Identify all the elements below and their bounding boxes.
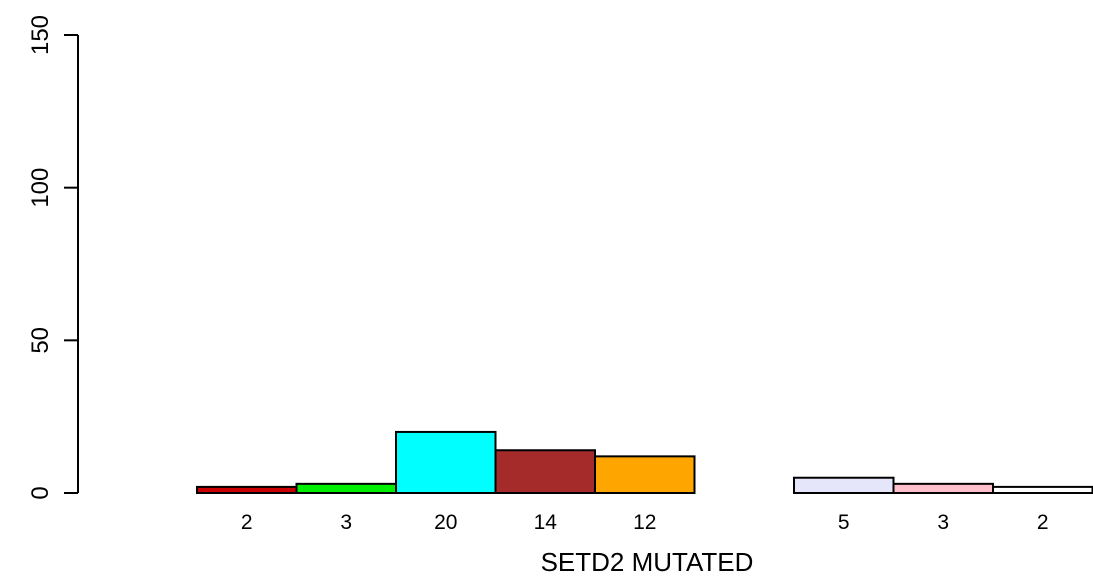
bar-label-4: 14 (534, 511, 558, 534)
bar-label-3: 20 (434, 511, 457, 534)
bar-1 (196, 485, 298, 495)
y-tick-label-150: 150 (27, 15, 54, 55)
bar-7 (793, 476, 895, 495)
bar-3 (395, 430, 497, 494)
bar-2 (295, 482, 397, 494)
bar-label-2: 3 (340, 511, 352, 534)
bar-labels: 2 3 20 14 12 5 3 2 (241, 511, 1049, 534)
y-tick-label-50: 50 (27, 327, 54, 354)
bar-label-9: 2 (1037, 511, 1049, 534)
bar-label-7: 5 (838, 511, 850, 534)
y-tick-label-0: 0 (27, 486, 54, 499)
bar-5 (594, 455, 696, 494)
bar-9 (992, 485, 1093, 495)
x-axis-title: SETD2 MUTATED (541, 547, 754, 577)
y-axis: 0 50 100 150 (27, 15, 79, 500)
y-tick-label-100: 100 (27, 168, 54, 208)
bar-label-1: 2 (241, 511, 253, 534)
bars (196, 430, 1093, 495)
bar-8 (892, 482, 994, 494)
bar-label-5: 12 (633, 511, 656, 534)
bar-label-8: 3 (937, 511, 949, 534)
bar-4 (494, 449, 596, 494)
